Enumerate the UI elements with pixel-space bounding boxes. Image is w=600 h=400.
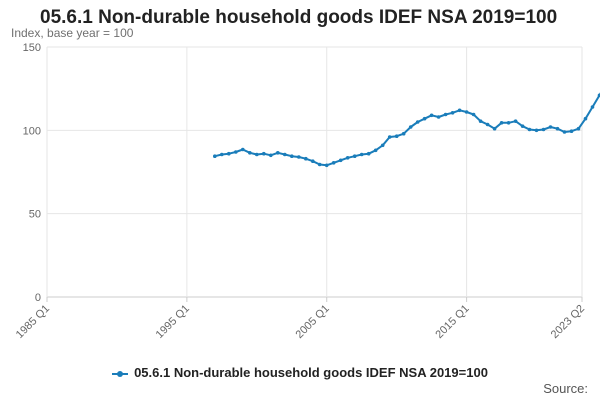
data-point[interactable]: [387, 135, 392, 139]
data-point[interactable]: [464, 110, 469, 114]
data-point[interactable]: [359, 152, 364, 157]
data-point[interactable]: [331, 161, 336, 165]
data-point[interactable]: [527, 127, 532, 132]
data-point[interactable]: [394, 134, 399, 138]
data-point[interactable]: [534, 128, 539, 133]
y-tick-label: 150: [23, 42, 41, 54]
data-point[interactable]: [345, 156, 350, 160]
x-tick-label: 1985 Q1: [14, 303, 52, 341]
data-point[interactable]: [290, 154, 294, 158]
data-point[interactable]: [283, 152, 287, 157]
data-point[interactable]: [457, 108, 462, 113]
source-note: Source:: [543, 381, 588, 396]
data-point[interactable]: [583, 116, 588, 121]
data-point[interactable]: [548, 125, 553, 129]
data-point[interactable]: [373, 148, 378, 153]
legend-label: 05.6.1 Non-durable household goods IDEF …: [134, 365, 488, 380]
data-point[interactable]: [443, 112, 448, 117]
data-point[interactable]: [597, 93, 600, 98]
x-tick-label: 2005 Q1: [294, 303, 332, 341]
data-point[interactable]: [352, 154, 357, 158]
y-tick-label: 100: [23, 125, 41, 137]
data-point[interactable]: [408, 125, 413, 129]
data-point[interactable]: [248, 151, 252, 155]
data-point[interactable]: [338, 158, 343, 163]
data-point[interactable]: [555, 126, 560, 131]
x-tick-label: 2015 Q1: [433, 303, 471, 341]
chart-title: 05.6.1 Non-durable household goods IDEF …: [40, 7, 558, 28]
x-axis: 1985 Q1 1995 Q1 2005 Q1 2015 Q1 2023 Q2: [14, 297, 587, 341]
chart-subtitle: Index, base year = 100: [11, 26, 134, 40]
data-point[interactable]: [324, 163, 329, 168]
data-point[interactable]: [262, 151, 266, 156]
data-point[interactable]: [304, 156, 308, 161]
legend[interactable]: 05.6.1 Non-durable household goods IDEF …: [0, 365, 600, 380]
legend-swatch: [112, 370, 129, 377]
data-point[interactable]: [415, 120, 420, 124]
data-point[interactable]: [366, 151, 371, 156]
x-tick-label: 1995 Q1: [154, 303, 192, 341]
data-point[interactable]: [380, 143, 385, 148]
y-tick-label: 50: [29, 209, 41, 221]
data-point[interactable]: [541, 127, 546, 132]
grid-lines: [46, 46, 583, 298]
data-point[interactable]: [213, 154, 217, 158]
data-point[interactable]: [485, 122, 490, 127]
x-tick-label: 2023 Q2: [549, 303, 587, 341]
data-point[interactable]: [520, 124, 525, 128]
data-point[interactable]: [269, 153, 273, 158]
data-point[interactable]: [241, 147, 245, 152]
data-point[interactable]: [401, 131, 406, 136]
data-point[interactable]: [234, 150, 238, 154]
plot-area: [213, 92, 600, 168]
data-point[interactable]: [429, 113, 434, 118]
data-point[interactable]: [227, 151, 231, 156]
data-point[interactable]: [450, 111, 455, 115]
data-point[interactable]: [254, 152, 259, 157]
data-point[interactable]: [513, 119, 518, 123]
data-point[interactable]: [311, 159, 315, 163]
data-point[interactable]: [276, 151, 280, 155]
data-point[interactable]: [569, 129, 574, 133]
data-point[interactable]: [478, 119, 483, 123]
data-point[interactable]: [436, 115, 441, 119]
data-point[interactable]: [590, 105, 595, 109]
data-point[interactable]: [562, 130, 567, 134]
series-line: [214, 92, 600, 167]
data-point[interactable]: [576, 126, 581, 131]
data-point[interactable]: [499, 121, 504, 125]
data-point[interactable]: [297, 155, 301, 159]
y-axis: 0 50 100 150: [23, 42, 41, 304]
data-point[interactable]: [506, 121, 511, 125]
data-point[interactable]: [471, 112, 476, 117]
data-point[interactable]: [317, 162, 322, 167]
data-point[interactable]: [422, 116, 427, 121]
data-point[interactable]: [220, 152, 224, 157]
data-point[interactable]: [492, 126, 497, 131]
y-tick-label: 0: [35, 292, 41, 304]
